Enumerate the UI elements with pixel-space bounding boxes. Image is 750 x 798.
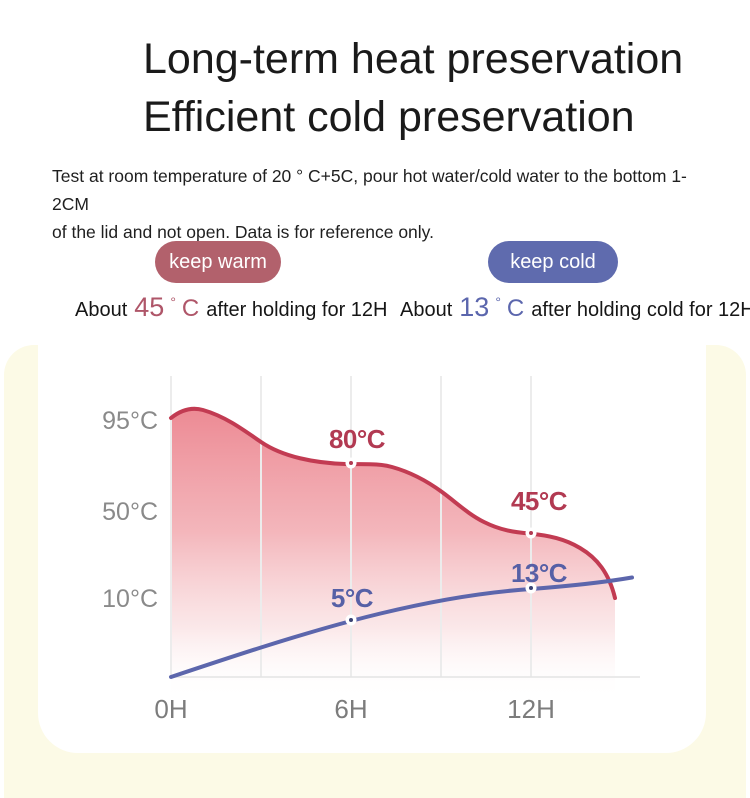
keep-cold-badge: keep cold (488, 241, 618, 283)
cold-point-label-6h: 5°C (330, 583, 374, 613)
test-note-line2: of the lid and not open. Data is for ref… (52, 222, 434, 242)
warm-summary-unit: C (181, 295, 200, 322)
cold-summary-prefix: About (400, 299, 453, 321)
warm-summary-suffix: after holding for 12H (206, 299, 388, 321)
warm-summary: About 45 ° C after holding for 12H (75, 292, 388, 323)
keep-warm-badge: keep warm (155, 241, 281, 283)
cold-curve (169, 575, 634, 679)
cold-summary-unit: C (506, 295, 525, 322)
cold-summary-suffix: after holding cold for 12H (531, 299, 750, 321)
cold-point-label-12h: 13°C (510, 558, 568, 588)
test-note-line1: Test at room temperature of 20 ° C+5C, p… (52, 166, 687, 214)
cold-summary: About 13 ° C after holding cold for 12H (400, 292, 750, 323)
warm-point-6h (345, 457, 357, 469)
page-title: Long-term heat preservation Efficient co… (143, 30, 683, 146)
x-tick-6h: 6H (334, 694, 368, 724)
cold-point-12h (525, 582, 537, 594)
cold-degree-symbol: ° (495, 294, 501, 310)
warm-point-label-6h: 80°C (328, 424, 386, 454)
test-note: Test at room temperature of 20 ° C+5C, p… (52, 162, 712, 246)
cold-point-6h (345, 614, 357, 626)
warm-point-12h (525, 527, 537, 539)
page-title-line2: Efficient cold preservation (143, 93, 635, 141)
warm-degree-symbol: ° (170, 294, 176, 310)
y-tick-10c: 10°C (102, 585, 158, 613)
page-title-line1: Long-term heat preservation (143, 35, 684, 83)
y-tick-50c: 50°C (102, 498, 158, 526)
vertical-gridlines (170, 376, 532, 677)
warm-curve (169, 406, 617, 600)
warm-summary-value: 45 (134, 292, 165, 322)
y-tick-95c: 95°C (102, 407, 158, 435)
x-tick-0h: 0H (154, 694, 188, 724)
warm-summary-prefix: About (75, 299, 128, 321)
warm-area-fill (171, 408, 615, 698)
warm-point-label-12h: 45°C (510, 486, 568, 516)
cold-summary-value: 13 (459, 292, 490, 322)
x-tick-12h: 12H (507, 694, 555, 724)
